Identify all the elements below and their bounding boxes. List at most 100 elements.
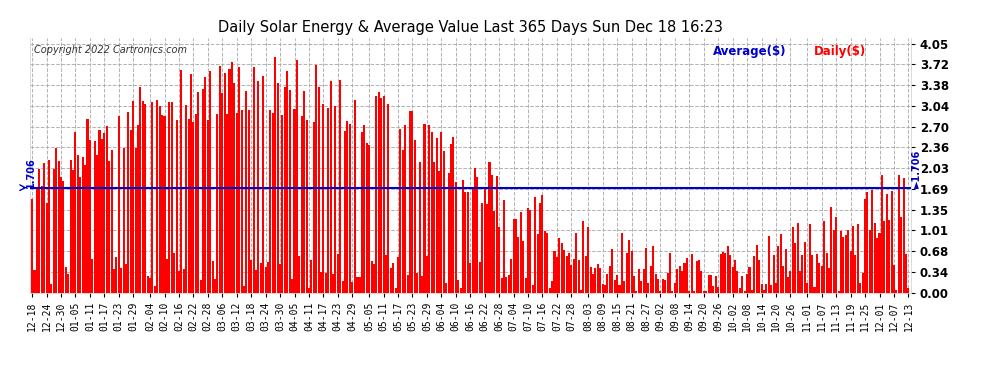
Bar [698,260,700,292]
Bar [226,114,228,292]
Bar [770,285,772,292]
Bar [81,157,84,292]
Bar [847,230,849,292]
Bar [202,89,204,292]
Bar [720,254,722,292]
Bar [515,219,517,292]
Text: Copyright 2022 Cartronics.com: Copyright 2022 Cartronics.com [34,45,187,55]
Bar [811,255,813,292]
Bar [308,288,310,292]
Bar [111,150,113,292]
Bar [335,106,337,292]
Bar [207,120,209,292]
Bar [859,283,861,292]
Bar [106,126,108,292]
Bar [717,287,719,292]
Bar [686,258,688,292]
Bar [739,288,741,292]
Bar [594,267,596,292]
Bar [842,237,844,292]
Bar [320,273,322,292]
Bar [55,148,57,292]
Bar [459,288,461,292]
Bar [195,114,197,292]
Bar [715,276,717,292]
Bar [532,285,534,292]
Bar [98,130,101,292]
Bar [546,233,548,292]
Bar [306,120,308,292]
Bar [116,257,118,292]
Bar [609,266,611,292]
Bar [864,199,866,292]
Bar [252,68,254,292]
Bar [905,254,907,292]
Text: 1.706: 1.706 [26,157,36,188]
Bar [876,238,878,292]
Bar [743,291,745,292]
Bar [775,283,777,292]
Bar [785,249,787,292]
Bar [575,233,577,292]
Bar [674,283,676,292]
Bar [346,122,348,292]
Bar [799,271,801,292]
Bar [816,254,818,292]
Bar [683,263,685,292]
Bar [424,124,426,292]
Bar [604,285,606,292]
Bar [50,285,52,292]
Bar [522,241,525,292]
Bar [130,130,132,292]
Bar [325,273,327,292]
Bar [407,275,409,292]
Bar [327,108,330,292]
Bar [375,96,377,292]
Bar [657,279,659,292]
Bar [187,118,190,292]
Bar [838,291,840,292]
Bar [163,116,165,292]
Bar [560,243,562,292]
Bar [852,225,854,292]
Bar [484,189,486,292]
Bar [568,253,570,292]
Bar [96,154,98,292]
Bar [633,276,635,292]
Bar [662,279,664,292]
Bar [508,275,510,292]
Bar [688,291,690,292]
Bar [826,253,828,292]
Bar [161,115,163,292]
Bar [563,251,565,292]
Bar [267,262,269,292]
Bar [402,150,404,292]
Bar [36,187,38,292]
Bar [272,114,274,292]
Bar [248,110,249,292]
Bar [120,268,122,292]
Bar [128,112,130,292]
Bar [170,102,173,292]
Bar [496,176,498,292]
Bar [883,221,885,292]
Bar [113,269,115,292]
Bar [301,116,303,292]
Bar [703,291,705,292]
Bar [441,132,443,292]
Bar [457,280,459,292]
Bar [250,260,252,292]
Bar [654,274,656,292]
Bar [710,275,712,292]
Bar [318,87,320,292]
Bar [153,286,155,292]
Bar [585,256,587,292]
Bar [69,160,71,292]
Bar [365,143,367,292]
Bar [454,183,456,292]
Bar [166,259,168,292]
Bar [539,203,542,292]
Bar [397,257,399,292]
Bar [763,291,765,292]
Bar [649,266,651,292]
